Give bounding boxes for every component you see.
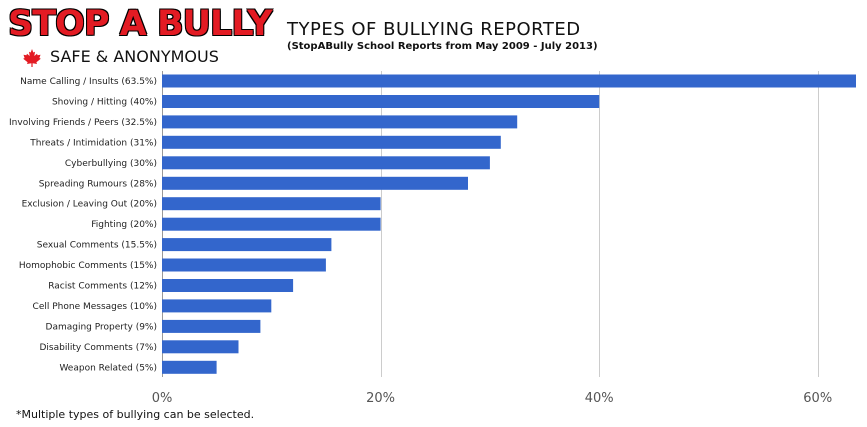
category-label: Exclusion / Leaving Out (20%) xyxy=(22,200,157,210)
bar xyxy=(162,115,518,129)
logo: STOP A BULLY SAFE & ANONYMOUS xyxy=(8,4,273,67)
bar xyxy=(162,360,217,374)
chart-title: TYPES OF BULLYING REPORTED xyxy=(287,19,581,40)
bar xyxy=(162,279,294,292)
logo-sub-text: SAFE & ANONYMOUS xyxy=(50,47,219,66)
logo-main-text: STOP A BULLY xyxy=(8,4,273,44)
category-label: Homophobic Comments (15%) xyxy=(19,261,157,271)
category-label: Racist Comments (12%) xyxy=(48,282,157,292)
footnote: *Multiple types of bullying can be selec… xyxy=(16,408,255,421)
category-label: Cell Phone Messages (10%) xyxy=(33,302,157,312)
x-tick-labels: 0% 20% 40% 60% xyxy=(152,391,833,406)
category-label: Fighting (20%) xyxy=(91,220,157,230)
bar xyxy=(162,156,490,170)
category-label: Involving Friends / Peers (32.5%) xyxy=(9,118,157,128)
category-label: Shoving / Hitting (40%) xyxy=(52,98,157,108)
bar xyxy=(162,74,856,88)
bar xyxy=(162,176,468,190)
chart-subtitle: (StopABully School Reports from May 2009… xyxy=(287,41,598,52)
x-tick-label: 20% xyxy=(366,391,395,406)
category-label: Damaging Property (9%) xyxy=(46,322,157,332)
category-label: Weapon Related (5%) xyxy=(59,363,157,373)
maple-leaf-icon xyxy=(23,49,41,67)
bar xyxy=(162,197,381,211)
bar xyxy=(162,319,261,333)
category-label: Spreading Rumours (28%) xyxy=(39,179,157,189)
category-labels: Name Calling / Insults (63.5%) Shoving / … xyxy=(9,77,157,373)
bar xyxy=(162,217,381,231)
category-label: Disability Comments (7%) xyxy=(39,343,157,353)
x-tick-label: 60% xyxy=(803,391,832,406)
x-tick-label: 40% xyxy=(585,391,614,406)
bar xyxy=(162,340,239,354)
bars xyxy=(162,74,856,374)
bar xyxy=(162,95,600,108)
bar xyxy=(162,258,326,272)
bar xyxy=(162,238,332,252)
category-label: Cyberbullying (30%) xyxy=(65,159,157,169)
bar xyxy=(162,299,272,313)
bar xyxy=(162,135,501,149)
x-tick-label: 0% xyxy=(152,391,173,406)
category-label: Name Calling / Insults (63.5%) xyxy=(20,77,157,87)
category-label: Sexual Comments (15.5%) xyxy=(37,241,157,251)
category-label: Threats / Intimidation (31%) xyxy=(29,138,157,148)
